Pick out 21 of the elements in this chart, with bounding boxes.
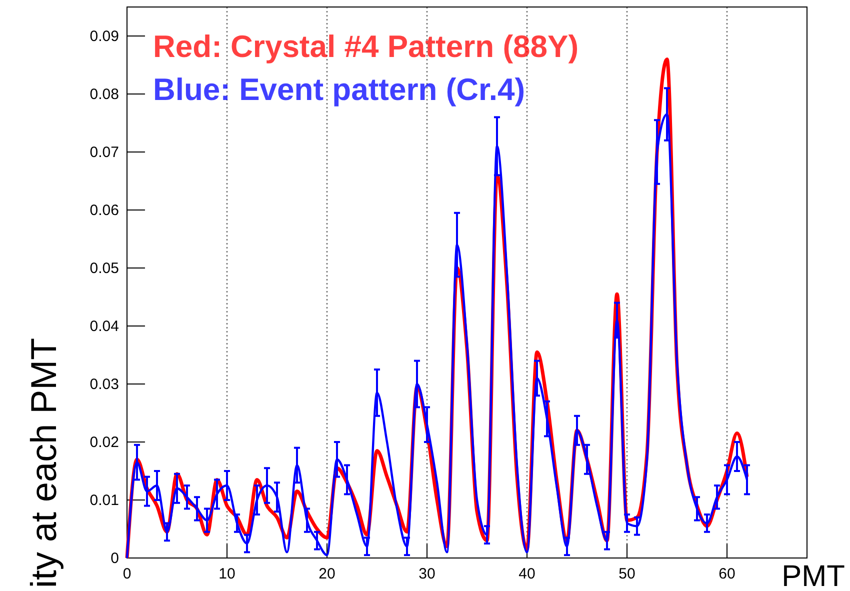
x-tick-label: 20 bbox=[318, 566, 336, 582]
text: Red: Crystal #4 Pattern (88Y) bbox=[153, 29, 579, 64]
y-tick-label: 0.03 bbox=[90, 376, 119, 393]
y-axis-title: ity at each PMT bbox=[23, 338, 64, 588]
x-tick-label: 30 bbox=[418, 566, 436, 582]
y-tick-label: 0.07 bbox=[90, 144, 119, 161]
y-tick-label: 0.04 bbox=[90, 318, 119, 335]
y-tick-label: 0.01 bbox=[90, 492, 119, 509]
x-tick-label: 10 bbox=[218, 566, 236, 582]
x-tick-label: 50 bbox=[618, 566, 636, 582]
x-axis-title: PMT bbox=[782, 560, 845, 591]
y-tick-label: 0.09 bbox=[90, 28, 119, 45]
series-label: Blue: Event pattern (Cr.4) bbox=[153, 72, 526, 107]
y-tick-label: 0.05 bbox=[90, 260, 119, 277]
y-tick-label: 0 bbox=[110, 550, 119, 567]
x-tick-label: 0 bbox=[122, 566, 132, 582]
y-tick-label: 0.02 bbox=[90, 434, 119, 451]
x-tick-label: 60 bbox=[718, 566, 736, 582]
x-tick-label: 40 bbox=[518, 566, 536, 582]
y-tick-label: 0.06 bbox=[90, 202, 119, 219]
y-tick-label: 0.08 bbox=[90, 86, 119, 103]
